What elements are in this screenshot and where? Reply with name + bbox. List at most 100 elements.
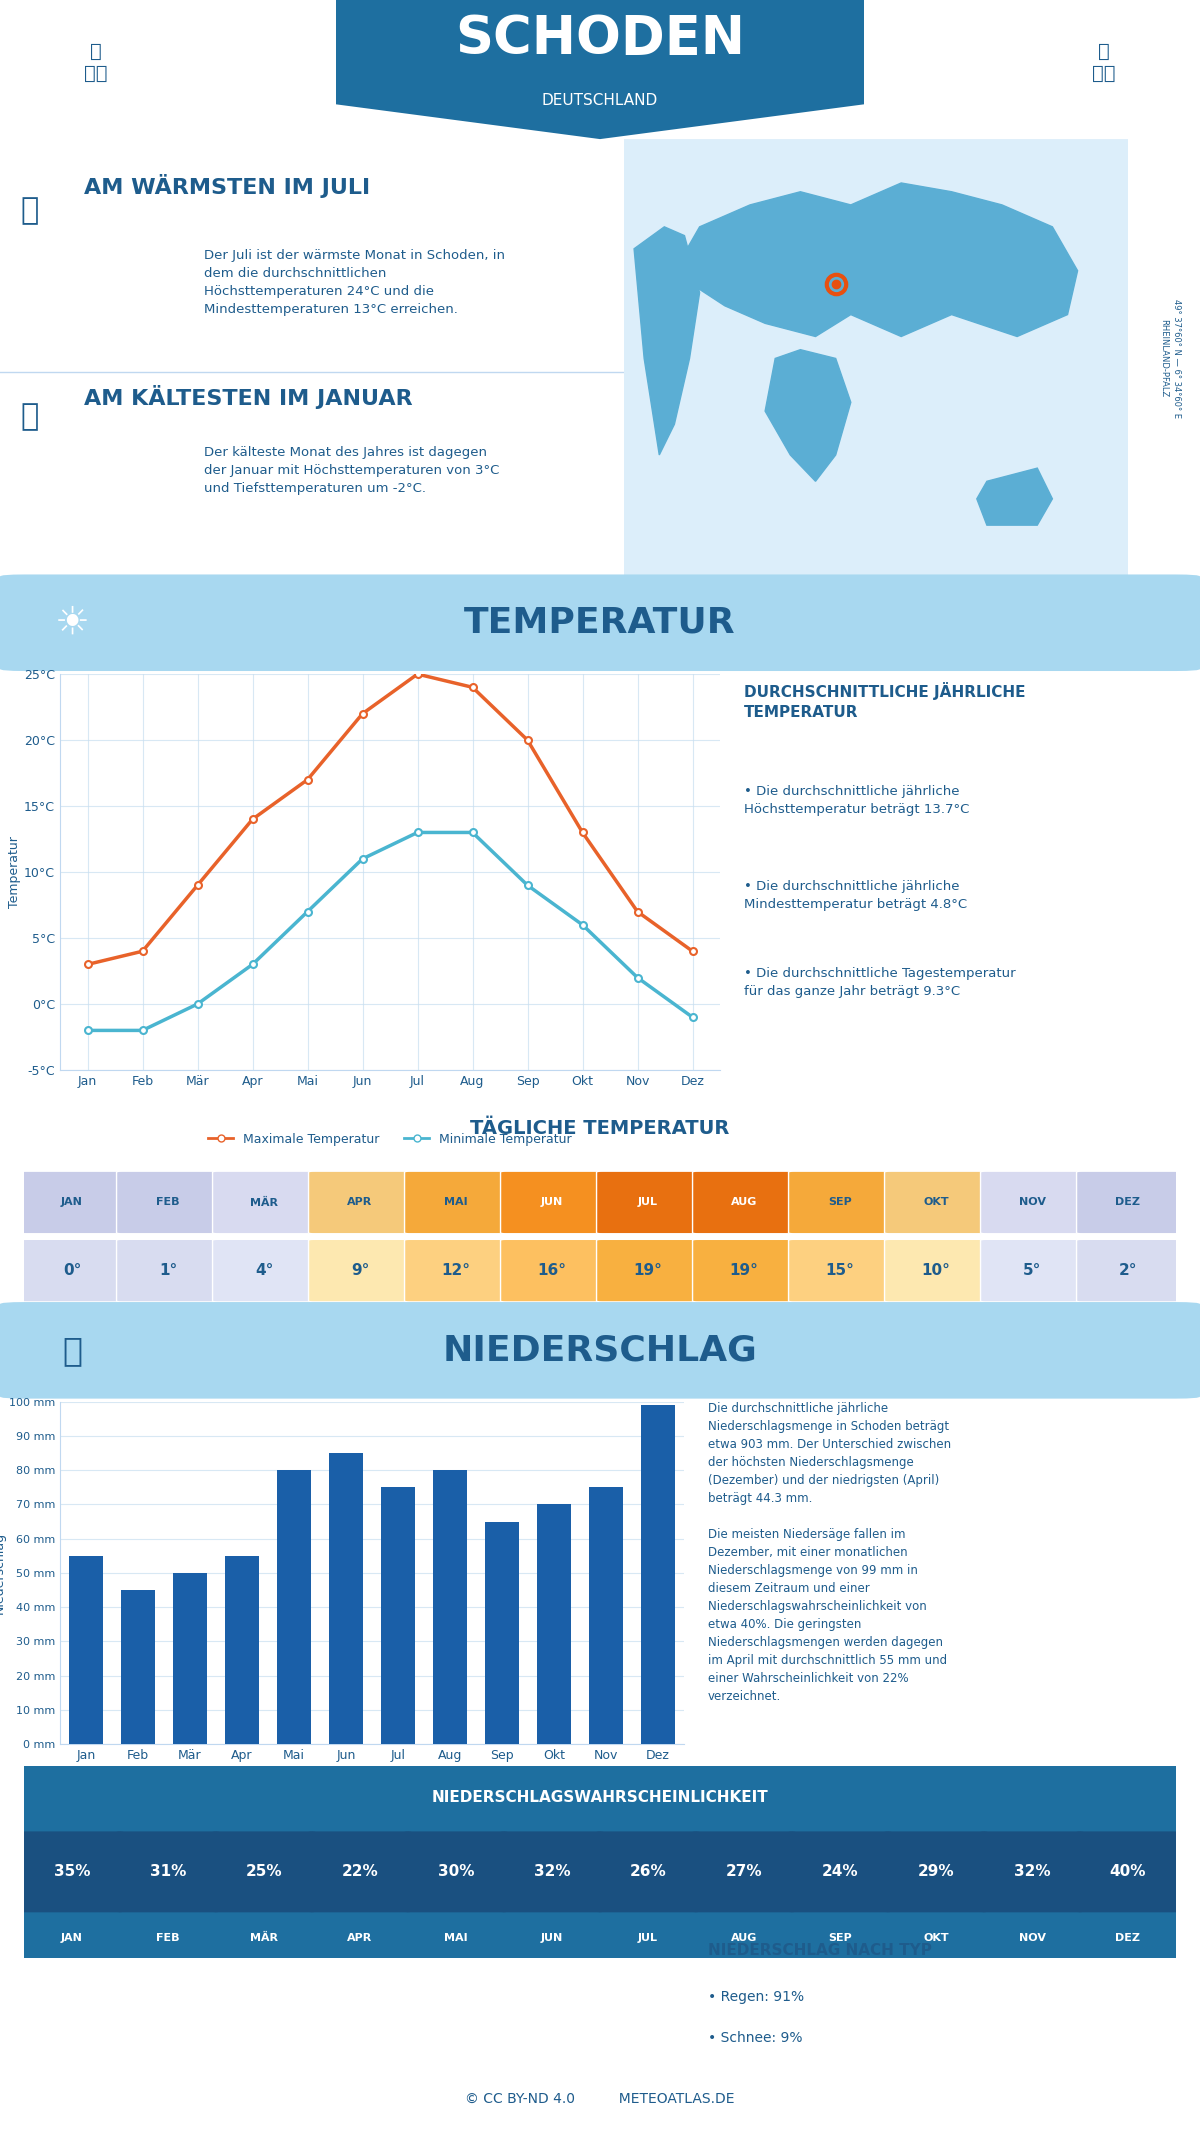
FancyBboxPatch shape [500, 1832, 604, 1913]
Text: 49° 37°60° N — 6° 34°60° E
RHEINLAND-PFALZ: 49° 37°60° N — 6° 34°60° E RHEINLAND-PFA… [1159, 300, 1181, 417]
Text: JUL: JUL [638, 1932, 658, 1943]
FancyBboxPatch shape [884, 1239, 988, 1301]
FancyBboxPatch shape [116, 1171, 220, 1235]
Text: 30%: 30% [438, 1864, 474, 1879]
Text: © CC BY-ND 4.0          METEOATLAS.DE: © CC BY-ND 4.0 METEOATLAS.DE [466, 2093, 734, 2106]
Text: FEB: FEB [156, 1198, 180, 1207]
FancyBboxPatch shape [1076, 1832, 1180, 1913]
Bar [226, 1556, 259, 1744]
Text: AUG: AUG [731, 1198, 757, 1207]
Bar [329, 1453, 362, 1744]
FancyBboxPatch shape [212, 1239, 316, 1301]
Text: DURCHSCHNITTLICHE JÄHRLICHE
TEMPERATUR: DURCHSCHNITTLICHE JÄHRLICHE TEMPERATUR [744, 683, 1026, 719]
Text: • Die durchschnittliche jährliche
Mindesttemperatur beträgt 4.8°C: • Die durchschnittliche jährliche Mindes… [744, 880, 967, 912]
Text: MAI: MAI [444, 1198, 468, 1207]
Text: APR: APR [347, 1198, 373, 1207]
Text: NOV: NOV [1019, 1198, 1045, 1207]
FancyBboxPatch shape [20, 1171, 124, 1235]
Text: SEP: SEP [828, 1198, 852, 1207]
Text: Die durchschnittliche jährliche
Niederschlagsmenge in Schoden beträgt
etwa 903 m: Die durchschnittliche jährliche Niedersc… [708, 1402, 952, 1703]
Legend: Maximale Temperatur, Minimale Temperatur: Maximale Temperatur, Minimale Temperatur [203, 1128, 577, 1151]
FancyBboxPatch shape [980, 1239, 1084, 1301]
Text: 16°: 16° [538, 1263, 566, 1278]
FancyBboxPatch shape [0, 1301, 1200, 1400]
Text: • Die durchschnittliche Tagestemperatur
für das ganze Jahr beträgt 9.3°C: • Die durchschnittliche Tagestemperatur … [744, 967, 1015, 997]
FancyBboxPatch shape [788, 1239, 892, 1301]
Bar [382, 1487, 415, 1744]
FancyBboxPatch shape [0, 574, 1200, 672]
Text: 9°: 9° [350, 1263, 370, 1278]
FancyBboxPatch shape [1076, 1239, 1180, 1301]
Text: MAI: MAI [444, 1932, 468, 1943]
Text: • Regen: 91%: • Regen: 91% [708, 1990, 804, 2003]
Text: 12°: 12° [442, 1263, 470, 1278]
Text: Der Juli ist der wärmste Monat in Schoden, in
dem die durchschnittlichen
Höchstt: Der Juli ist der wärmste Monat in Schode… [204, 248, 505, 317]
FancyBboxPatch shape [500, 1171, 604, 1235]
FancyBboxPatch shape [884, 1171, 988, 1235]
FancyBboxPatch shape [788, 1832, 892, 1913]
FancyBboxPatch shape [1076, 1171, 1180, 1235]
FancyBboxPatch shape [116, 1239, 220, 1301]
Text: SEP: SEP [828, 1932, 852, 1943]
Bar [121, 1590, 155, 1744]
FancyBboxPatch shape [884, 1832, 988, 1913]
Bar [589, 1487, 623, 1744]
Text: Der kälteste Monat des Jahres ist dagegen
der Januar mit Höchsttemperaturen von : Der kälteste Monat des Jahres ist dagege… [204, 447, 499, 494]
FancyBboxPatch shape [20, 1239, 124, 1301]
Bar [433, 1470, 467, 1744]
Text: 4°: 4° [254, 1263, 274, 1278]
Text: 31%: 31% [150, 1864, 186, 1879]
Text: 32%: 32% [534, 1864, 570, 1879]
Text: NIEDERSCHLAGSWAHRSCHEINLICHKEIT: NIEDERSCHLAGSWAHRSCHEINLICHKEIT [432, 1789, 768, 1806]
FancyBboxPatch shape [308, 1171, 412, 1235]
FancyBboxPatch shape [980, 1171, 1084, 1235]
Text: 10°: 10° [922, 1263, 950, 1278]
Text: FEB: FEB [156, 1932, 180, 1943]
Polygon shape [634, 227, 700, 456]
FancyBboxPatch shape [404, 1832, 508, 1913]
Text: DEUTSCHLAND: DEUTSCHLAND [542, 92, 658, 107]
FancyBboxPatch shape [404, 1171, 508, 1235]
Bar [70, 1556, 103, 1744]
Text: OKT: OKT [923, 1932, 949, 1943]
Text: 25%: 25% [246, 1864, 282, 1879]
Text: JUL: JUL [638, 1198, 658, 1207]
FancyBboxPatch shape [20, 1832, 124, 1913]
Text: 19°: 19° [730, 1263, 758, 1278]
FancyBboxPatch shape [308, 1239, 412, 1301]
FancyBboxPatch shape [308, 1832, 412, 1913]
Text: 2°: 2° [1118, 1263, 1138, 1278]
Polygon shape [766, 349, 851, 482]
FancyBboxPatch shape [788, 1171, 892, 1235]
Text: AUG: AUG [731, 1932, 757, 1943]
Text: 0°: 0° [62, 1263, 82, 1278]
FancyBboxPatch shape [596, 1171, 700, 1235]
Text: 🌂: 🌂 [62, 1333, 82, 1367]
FancyBboxPatch shape [596, 1832, 700, 1913]
Text: 35%: 35% [54, 1864, 90, 1879]
Text: 〜
〰〜: 〜 〰〜 [1092, 43, 1116, 83]
FancyBboxPatch shape [692, 1832, 796, 1913]
Polygon shape [336, 0, 864, 139]
FancyBboxPatch shape [404, 1239, 508, 1301]
Text: ☀: ☀ [54, 603, 90, 642]
Y-axis label: Niederschlag: Niederschlag [0, 1532, 6, 1614]
Text: APR: APR [347, 1932, 373, 1943]
FancyBboxPatch shape [692, 1171, 796, 1235]
FancyBboxPatch shape [692, 1239, 796, 1301]
Text: 22%: 22% [342, 1864, 378, 1879]
FancyBboxPatch shape [24, 1825, 1176, 1958]
Legend: Niederschlagssumme: Niederschlagssumme [282, 1783, 462, 1806]
FancyBboxPatch shape [212, 1832, 316, 1913]
Text: SCHODEN: SCHODEN [455, 13, 745, 64]
Text: 32%: 32% [1014, 1864, 1050, 1879]
Text: 24%: 24% [822, 1864, 858, 1879]
Text: JAN: JAN [61, 1198, 83, 1207]
Text: 1°: 1° [158, 1263, 178, 1278]
Y-axis label: Temperatur: Temperatur [8, 837, 22, 907]
Text: • Schnee: 9%: • Schnee: 9% [708, 2031, 803, 2046]
Bar [641, 1406, 674, 1744]
FancyBboxPatch shape [596, 1239, 700, 1301]
Text: JUN: JUN [541, 1932, 563, 1943]
FancyBboxPatch shape [980, 1832, 1084, 1913]
